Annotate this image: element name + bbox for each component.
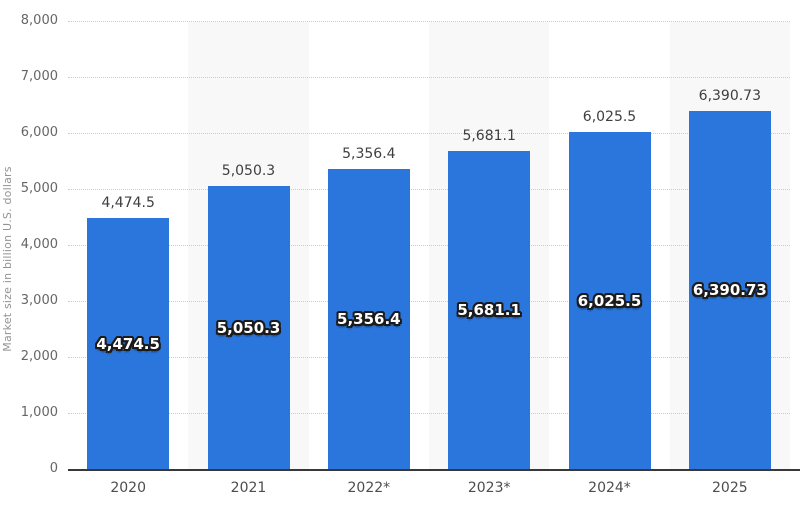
bar-value-label-above: 4,474.5 xyxy=(101,195,155,211)
gridline xyxy=(68,245,790,246)
x-axis-line xyxy=(68,469,800,471)
bar-value-label-above: 6,025.5 xyxy=(582,109,637,125)
gridline xyxy=(68,357,790,358)
y-tick-label: 2,000 xyxy=(20,349,58,364)
bar-slot: 5,356.4 5,356.4 xyxy=(327,21,410,469)
bar-2021 xyxy=(207,186,290,469)
bar-value-label-inside: 5,681.1 xyxy=(457,301,521,319)
y-tick-label: 5,000 xyxy=(20,181,58,196)
bar-slot: 4,474.5 4,474.5 xyxy=(87,21,170,469)
bar-2023* xyxy=(448,151,531,469)
x-axis-labels: 2020 2021 2022* 2023* 2024* 2025 xyxy=(68,478,790,500)
bar-value-label-above: 5,050.3 xyxy=(221,163,276,179)
gridline xyxy=(68,133,790,134)
y-axis-ticks: 0 1,000 2,000 3,000 4,000 5,000 6,000 7,000 8,00… xyxy=(0,0,58,510)
bar-slot: 5,681.1 5,681.1 xyxy=(448,21,531,469)
x-tick-label-2020: 2020 xyxy=(110,480,146,496)
bar-slot: 5,050.3 5,050.3 xyxy=(207,21,290,469)
bar-value-label-inside: 4,474.5 xyxy=(96,334,160,353)
y-tick-label: 7,000 xyxy=(20,69,58,84)
bar-2024* xyxy=(568,132,651,469)
bar-value-label-inside: 6,390.73 xyxy=(692,281,767,299)
plot-area: 4,474.5 4,474.5 5,050.3 5,050.3 5,356.4 5,356… xyxy=(68,21,790,469)
bar-slot: 6,025.5 6,025.5 xyxy=(568,21,651,469)
gridline xyxy=(68,77,790,78)
y-tick-label: 3,000 xyxy=(20,293,58,308)
bar-value-label-above: 5,356.4 xyxy=(342,146,396,162)
bar-2020 xyxy=(87,218,170,469)
y-tick-label: 0 xyxy=(49,461,58,476)
bar-2022* xyxy=(327,169,410,469)
gridline xyxy=(68,301,790,302)
y-tick-label: 1,000 xyxy=(20,405,58,420)
x-tick-label-2024*: 2024* xyxy=(588,480,631,496)
y-tick-label: 4,000 xyxy=(20,237,58,252)
y-tick-label: 8,000 xyxy=(20,13,58,28)
gridline xyxy=(68,413,790,414)
x-tick-label-2021: 2021 xyxy=(230,480,267,496)
gridline xyxy=(68,21,790,22)
bar-2025 xyxy=(688,111,771,469)
bar-value-label-inside: 5,050.3 xyxy=(216,318,281,337)
x-tick-label-2025: 2025 xyxy=(712,480,748,496)
bar-value-label-inside: 5,356.4 xyxy=(337,310,401,328)
bar-slot: 6,390.73 6,390.73 xyxy=(688,21,771,469)
bar-value-label-above: 6,390.73 xyxy=(698,88,761,104)
x-tick-label-2023*: 2023* xyxy=(467,480,511,496)
bar-value-label-above: 5,681.1 xyxy=(462,128,516,144)
y-tick-label: 6,000 xyxy=(20,125,58,140)
gridline xyxy=(68,189,790,190)
x-tick-label-2022*: 2022* xyxy=(347,480,391,496)
bar-value-label-inside: 6,025.5 xyxy=(577,291,642,310)
